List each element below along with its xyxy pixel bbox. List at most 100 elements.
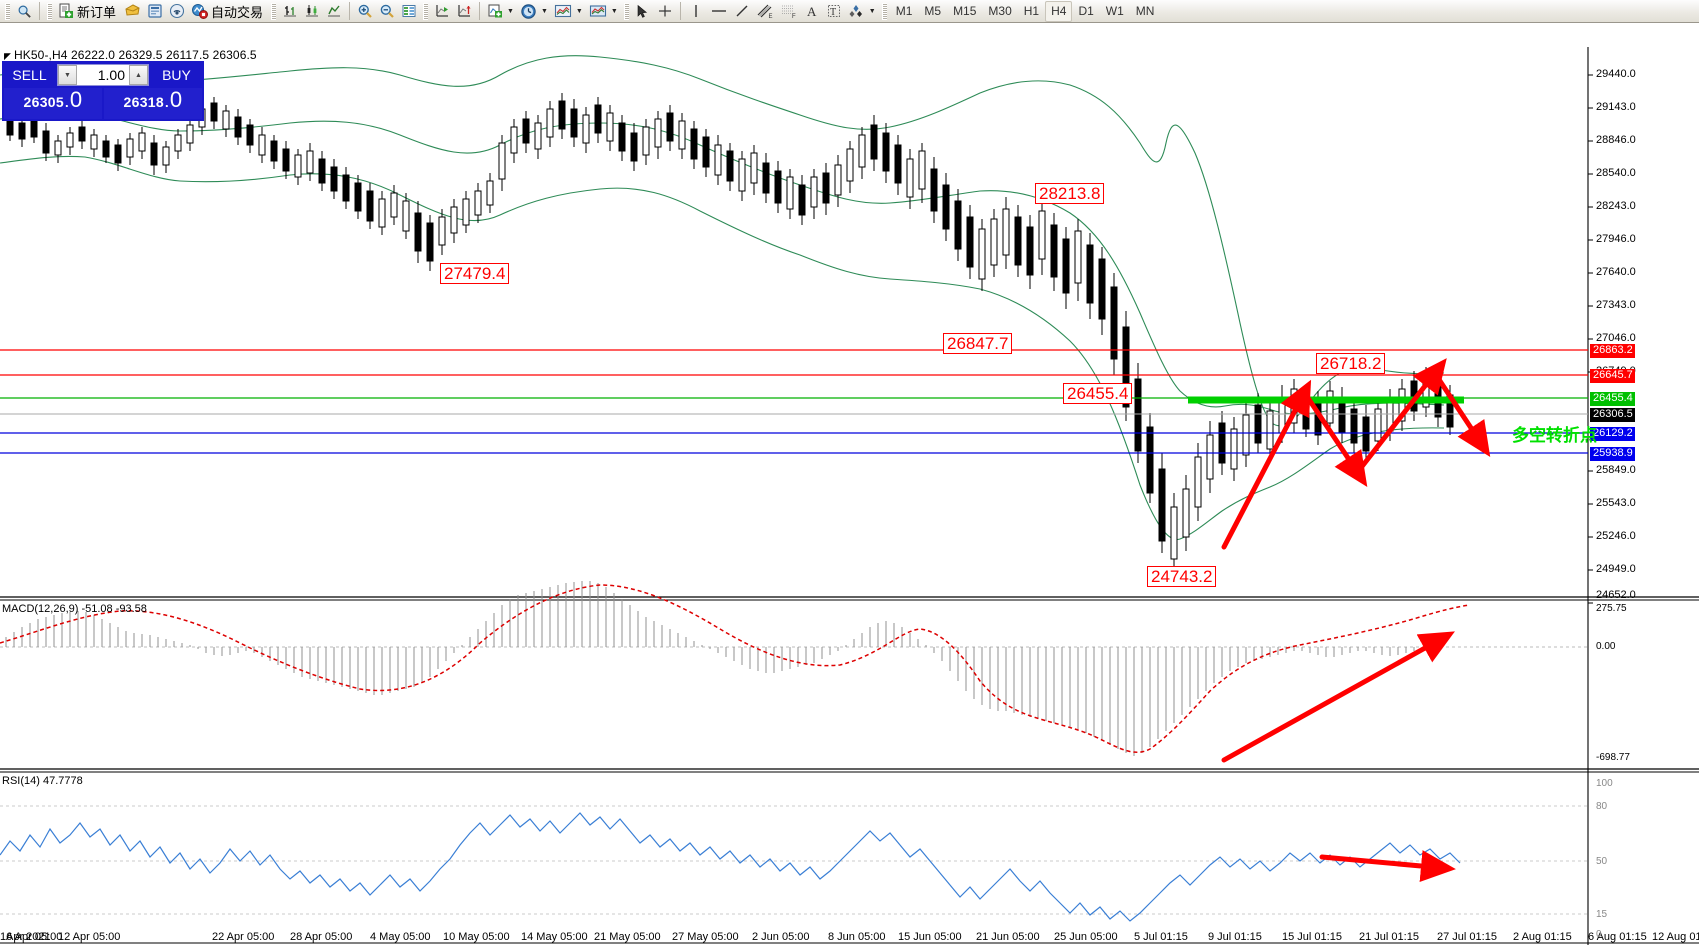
template-list-dropdown-arrow[interactable]: ▼ [610,7,618,15]
toolbar-grip-2[interactable] [47,2,52,20]
toolbar-grip-4[interactable] [423,2,429,20]
templates-button[interactable]: ▼ [551,1,586,22]
auto-scroll-button[interactable] [431,1,453,22]
autotrade-button[interactable]: 自动交易 [188,1,268,22]
fibonacci-tool[interactable]: F [777,1,801,22]
timeframe-m1[interactable]: M1 [890,1,919,22]
timeframe-h1[interactable]: H1 [1018,1,1045,22]
timeframe-w1[interactable]: W1 [1100,1,1130,22]
time-tick-16: 9 Jul 01:15 [1208,931,1262,943]
buy-price-button[interactable]: 26318 . 0 [104,88,202,119]
signals-button[interactable] [166,1,188,22]
turning-point-label[interactable]: 多空转折点 [1512,426,1597,446]
document-plus-icon [59,3,73,18]
price-chip-current[interactable]: 26306.5 [1590,408,1635,422]
annotation-26455[interactable]: 26455.4 [1063,383,1133,404]
data-window-button[interactable] [398,1,420,22]
bar-chart-icon [284,6,297,17]
rsi-tick-0: 0 [1596,929,1602,940]
price-tick-24652: 24652.0 [1596,589,1636,601]
trendline-tool[interactable] [731,1,753,22]
bar-chart-button[interactable] [279,1,301,22]
text-tool[interactable]: A [801,1,823,22]
volume-stepper[interactable]: ▼ 1.00 ▲ [57,64,149,86]
indicators-dropdown-arrow[interactable]: ▼ [507,7,514,15]
zoom-in-button[interactable] [354,1,376,22]
buy-label[interactable]: BUY [162,67,191,83]
price-chip-25938[interactable]: 25938.9 [1590,447,1635,461]
template-list-button[interactable]: ▼ [586,1,621,22]
price-chip-26455[interactable]: 26455.4 [1590,392,1635,406]
equidistant-channel-tool[interactable]: E [753,1,777,22]
timeframe-d1[interactable]: D1 [1072,1,1099,22]
price-tick-29143: 29143.0 [1596,101,1636,113]
symbol-ohlc-header: ◤ HK50-,H4 26222.0 26329.5 26117.5 26306.… [4,48,257,62]
fibonacci-icon: F [781,5,796,19]
sell-label[interactable]: SELL [12,67,47,83]
price-chip-26863[interactable]: 26863.2 [1590,344,1635,358]
price-tick-28243: 28243.0 [1596,200,1636,212]
terminal-button[interactable] [144,1,166,22]
shapes-dropdown-arrow[interactable]: ▼ [868,7,876,15]
annotation-24743[interactable]: 24743.2 [1147,566,1217,587]
sell-price-button[interactable]: 26305 . 0 [4,88,102,119]
magnifier-icon [18,5,31,18]
volume-decrement-button[interactable]: ▼ [58,65,77,85]
timeframe-mn-label: MN [1135,4,1155,18]
label-tool[interactable]: T [823,1,845,22]
templates-dropdown-arrow[interactable]: ▼ [575,7,583,15]
svg-text:A: A [807,4,817,19]
annotation-27479[interactable]: 27479.4 [440,263,510,284]
chart-canvas[interactable]: ◤ HK50-,H4 26222.0 26329.5 26117.5 26306.… [0,23,1699,945]
time-tick-6: 10 May 05:00 [443,931,510,943]
price-arrow-annotations [1221,358,1491,550]
chart-shift-button[interactable] [453,1,475,22]
horizontal-line-icon [711,10,726,12]
cursor-tool[interactable] [632,1,654,22]
one-click-trade-panel[interactable]: SELL ▼ 1.00 ▲ BUY 26305 . 0 26318 . 0 [2,61,204,121]
timeframe-m30[interactable]: M30 [982,1,1017,22]
volume-input[interactable]: 1.00 [77,65,129,85]
macd-tick-zero: 0.00 [1596,641,1616,652]
timeframe-m5[interactable]: M5 [918,1,947,22]
shapes-tool[interactable]: ▼ [845,1,879,22]
toolbar-grip[interactable] [5,2,10,20]
period-dropdown-arrow[interactable]: ▼ [540,7,548,15]
indicators-button[interactable]: ▼ [484,1,517,22]
period-button[interactable]: ▼ [517,1,551,22]
toolbar-grip-6[interactable] [881,2,887,20]
shapes-icon [849,5,862,17]
timeframe-m15[interactable]: M15 [947,1,982,22]
timeframe-mn[interactable]: MN [1130,1,1161,22]
annotation-26718[interactable]: 26718.2 [1316,353,1386,374]
price-chip-26645[interactable]: 26645.7 [1590,369,1635,383]
price-tick-27946: 27946.0 [1596,233,1636,245]
trade-panel-top-row: SELL ▼ 1.00 ▲ BUY [3,62,203,88]
volume-increment-button[interactable]: ▲ [129,65,148,85]
crosshair-tool[interactable] [654,1,676,22]
macd-arrow [1221,631,1455,763]
rsi-line [0,812,1461,922]
timeframe-h4[interactable]: H4 [1045,0,1073,22]
toolbar-grip-3[interactable] [271,2,277,20]
collapse-triangle-icon[interactable]: ◤ [4,51,12,61]
price-tick-28846: 28846.0 [1596,134,1636,146]
grid-icon [402,5,416,17]
vertical-line-tool[interactable] [685,1,707,22]
horizontal-line-tool[interactable] [707,1,731,22]
new-order-button[interactable]: 新订单 [55,1,121,22]
svg-text:E: E [768,14,772,19]
rsi-tick-80: 80 [1596,801,1608,812]
line-chart-button[interactable] [323,1,345,22]
wallet-button[interactable] [121,1,144,22]
annotation-28213[interactable]: 28213.8 [1035,183,1105,204]
toolbar-grip-5[interactable] [623,2,629,20]
annotation-26847[interactable]: 26847.7 [943,333,1013,354]
main-toolbar: 新订单 [0,0,1699,23]
zoom-out-button[interactable] [376,1,398,22]
cursor-magnify-button[interactable] [13,1,35,22]
toolbar-separator [39,2,40,20]
price-chip-26129[interactable]: 26129.2 [1590,427,1635,441]
time-tick-5: 4 May 05:00 [370,931,431,943]
candlestick-chart-button[interactable] [301,1,323,22]
